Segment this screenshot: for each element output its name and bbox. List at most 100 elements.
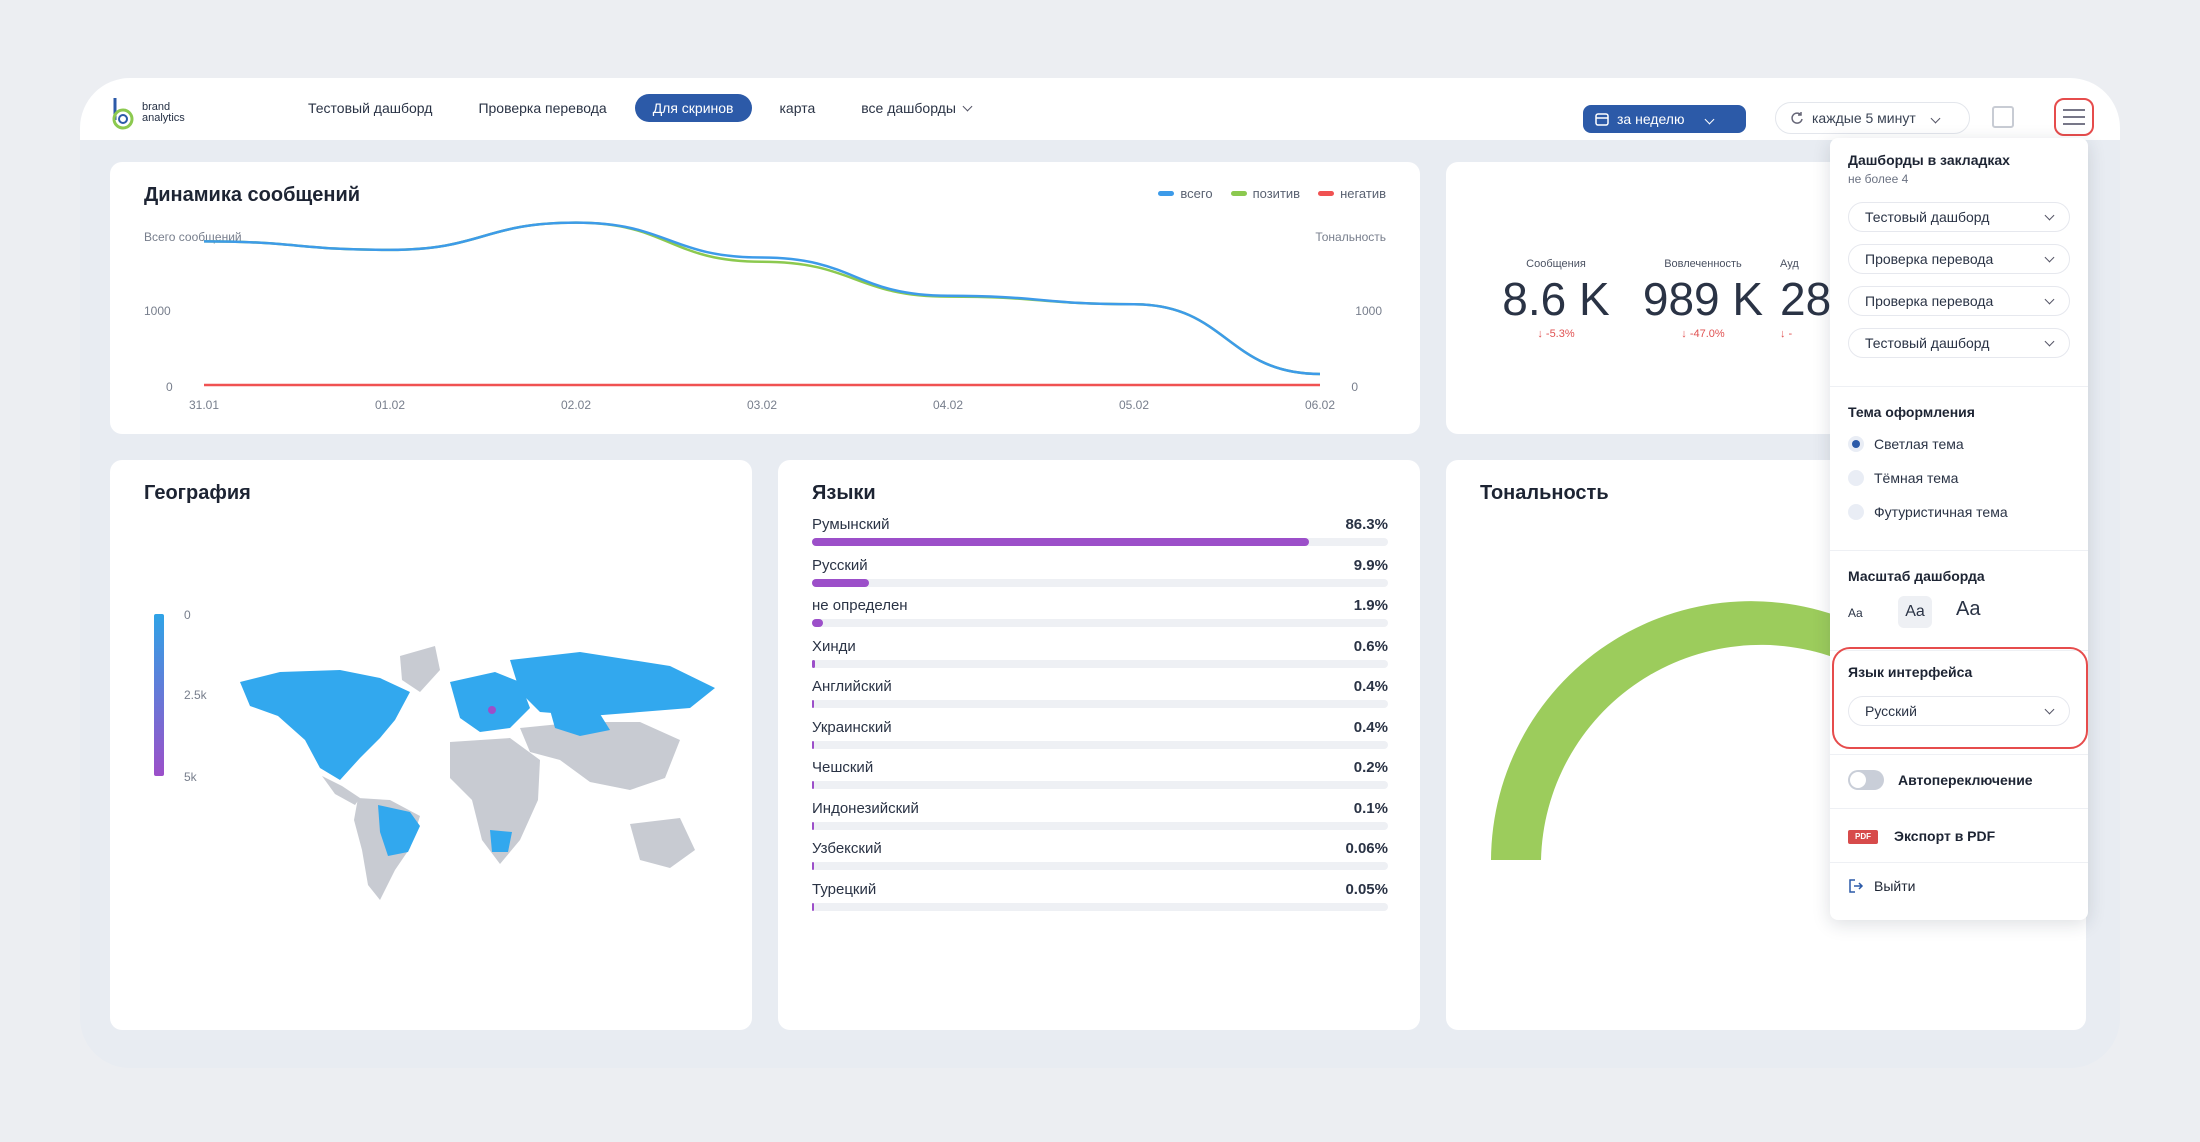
tonality-title: Тональность — [1480, 482, 1609, 504]
right-axis-title: Тональность — [1315, 230, 1386, 244]
chevron-down-icon — [2044, 210, 2055, 221]
world-map[interactable] — [110, 460, 752, 1030]
y-tick-right: 0 — [1351, 380, 1358, 394]
dynamics-card: Динамика сообщений всего позитив негатив… — [110, 162, 1420, 434]
language-bar-track — [812, 821, 1388, 830]
language-row: Русский 9.9% — [812, 556, 1388, 587]
language-row: Хинди 0.6% — [812, 638, 1388, 668]
language-percent: 0.4% — [1353, 678, 1388, 695]
language-bar-track — [812, 619, 1388, 627]
x-tick-label: 06.02 — [1305, 398, 1335, 412]
language-name: не определен — [812, 597, 908, 614]
scale-large-button[interactable]: Aa — [1956, 598, 1981, 620]
language-name: Английский — [812, 678, 892, 695]
language-percent: 0.1% — [1353, 799, 1388, 817]
geography-title: География — [144, 482, 251, 504]
language-percent: 9.9% — [1353, 556, 1388, 574]
scale-label: 2.5k — [184, 688, 207, 702]
language-bar-track — [812, 862, 1388, 870]
interface-language-select[interactable]: Русский — [1848, 696, 2070, 726]
language-bar-track — [812, 902, 1388, 911]
series-line-всего[interactable] — [203, 221, 1321, 376]
chevron-down-icon — [2044, 252, 2055, 263]
theme-light-radio[interactable]: Светлая тема — [1848, 436, 1964, 452]
divider — [1830, 386, 2088, 387]
language-row: Румынский 86.3% — [812, 516, 1388, 546]
language-bar-track — [812, 538, 1388, 546]
language-row: Английский 0.4% — [812, 678, 1388, 708]
x-tick-label: 31.01 — [189, 398, 219, 412]
stat-messages: Сообщения 8.6 K ↓ -5.3% — [1502, 258, 1610, 340]
theme-dark-radio[interactable]: Тёмная тема — [1848, 470, 1958, 486]
map-brazil — [378, 805, 420, 856]
export-pdf-button[interactable]: Экспорт в PDF — [1894, 828, 1996, 844]
nav-tab-translation-check[interactable]: Проверка перевода — [478, 100, 607, 116]
dynamics-title: Динамика сообщений — [144, 184, 361, 206]
bookmark-select-4[interactable]: Тестовый дашборд — [1848, 328, 2070, 358]
language-name: Индонезийский — [812, 799, 919, 817]
bookmarks-subtitle: не более 4 — [1848, 172, 1909, 186]
menu-button[interactable] — [2054, 98, 2094, 136]
theme-title: Тема оформления — [1848, 404, 1975, 420]
all-dashboards-dropdown[interactable]: все дашборды — [843, 94, 989, 122]
language-bar-fill — [812, 781, 814, 789]
series-line-позитив[interactable] — [203, 221, 1321, 376]
language-bar-fill — [812, 619, 823, 627]
settings-menu-panel: Дашборды в закладках не более 4 Тестовый… — [1830, 138, 2088, 920]
language-name: Русский — [812, 556, 868, 574]
language-name: Узбекский — [812, 840, 882, 857]
map-europe — [450, 672, 530, 732]
bookmark-select-2[interactable]: Проверка перевода — [1848, 244, 2070, 274]
refresh-label: каждые 5 минут — [1812, 110, 1916, 126]
nav-tab-test-dashboard[interactable]: Тестовый дашборд — [308, 100, 433, 116]
map-greenland — [400, 646, 440, 692]
map-central-asia — [550, 710, 610, 736]
language-bar-fill — [812, 538, 1310, 546]
scale-small-button[interactable]: Aa — [1848, 606, 1863, 620]
language-bar-track — [812, 781, 1388, 789]
legend-item-total[interactable]: всего — [1158, 186, 1213, 201]
top-bar: brand analytics Тестовый дашборд Проверка… — [80, 78, 2120, 140]
dynamics-chart: 31.01 01.02 02.02 03.02 04.02 05.02 06.02 — [189, 221, 1335, 412]
language-row: Чешский 0.2% — [812, 759, 1388, 789]
map-russia — [510, 652, 715, 716]
bookmark-select-1[interactable]: Тестовый дашборд — [1848, 202, 2070, 232]
nav-tab-screens[interactable]: Для скринов — [634, 94, 752, 122]
language-percent: 0.2% — [1353, 759, 1388, 776]
interface-language-title: Язык интерфейса — [1848, 664, 1973, 680]
legend-item-positive[interactable]: позитив — [1230, 186, 1300, 201]
x-tick-label: 02.02 — [561, 398, 591, 412]
brand-logo[interactable]: brand analytics — [110, 96, 185, 130]
language-name: Румынский — [812, 516, 890, 533]
all-dashboards-label: все дашборды — [861, 100, 956, 116]
fullscreen-icon[interactable] — [1992, 106, 2014, 128]
refresh-interval-selector[interactable]: каждые 5 минут — [1775, 102, 1970, 134]
nav-tab-map[interactable]: карта — [779, 100, 816, 116]
logout-button[interactable]: Выйти — [1874, 878, 1916, 894]
auto-switch-label: Автопереключение — [1898, 772, 2033, 788]
language-row: Турецкий 0.05% — [812, 881, 1388, 911]
chevron-down-icon — [2044, 336, 2055, 347]
chevron-down-icon — [962, 101, 973, 112]
theme-futuristic-radio[interactable]: Футуристичная тема — [1848, 504, 2008, 520]
period-selector[interactable]: за неделю — [1583, 105, 1746, 133]
language-bar-track — [812, 659, 1388, 668]
refresh-icon — [1791, 112, 1803, 124]
logo-text: brand analytics — [142, 101, 185, 124]
language-percent: 0.06% — [1345, 840, 1388, 857]
gauge-positive-arc — [1491, 601, 1866, 860]
divider — [1830, 808, 2088, 809]
languages-card: Языки Румынский 86.3% Русский 9.9% не опреде… — [778, 460, 1420, 1030]
x-tick-label: 04.02 — [933, 398, 963, 412]
scale-medium-button[interactable]: Aa — [1898, 596, 1932, 628]
legend-item-negative[interactable]: негатив — [1318, 186, 1386, 201]
logo-icon — [112, 98, 134, 130]
x-tick-label: 01.02 — [375, 398, 405, 412]
map-middle-east-asia — [520, 722, 680, 790]
language-name: Чешский — [812, 759, 874, 776]
y-tick-right: 1000 — [1355, 304, 1382, 318]
auto-switch-toggle[interactable] — [1848, 770, 1884, 790]
bookmarks-title: Дашборды в закладках — [1848, 152, 2010, 168]
bookmark-select-3[interactable]: Проверка перевода — [1848, 286, 2070, 316]
tonality-gauge — [1491, 601, 1866, 860]
